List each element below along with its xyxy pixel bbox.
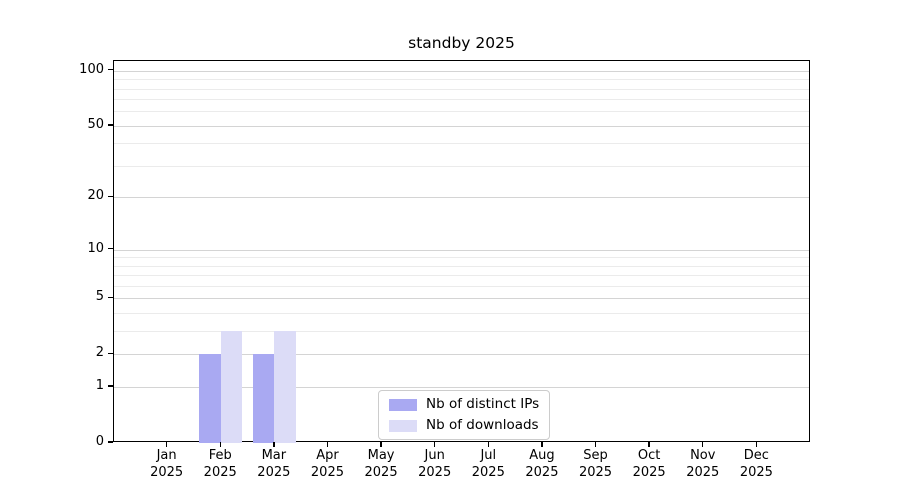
x-tick-mark [380, 442, 382, 447]
gridline-minor [114, 286, 809, 288]
x-tick-mark [755, 442, 758, 447]
gridline-minor [114, 275, 809, 277]
y-tick-mark [108, 195, 113, 198]
x-tick-mark [326, 442, 329, 447]
y-tick-mark [108, 385, 113, 387]
x-tick-mark [219, 442, 221, 447]
x-tick-label: Feb 2025 [203, 448, 237, 480]
gridline-minor [114, 331, 809, 333]
legend-swatch-downloads [389, 419, 417, 432]
y-tick-label: 1 [95, 378, 104, 394]
bar-downloads [274, 331, 296, 443]
legend: Nb of distinct IPs Nb of downloads [378, 390, 551, 440]
legend-item-distinct-ips: Nb of distinct IPs [389, 396, 539, 413]
y-tick-label: 100 [79, 61, 104, 77]
x-tick-label: Mar 2025 [257, 448, 291, 480]
bar-downloads [220, 331, 243, 443]
x-tick-mark [433, 442, 436, 447]
y-tick-mark [108, 352, 113, 355]
x-tick-label: Apr 2025 [310, 448, 344, 480]
y-tick-mark [108, 296, 113, 299]
gridline-major [114, 70, 809, 72]
x-tick-label: Sep 2025 [578, 448, 613, 480]
x-tick-label: Jul 2025 [471, 448, 505, 480]
y-tick-mark [108, 69, 113, 71]
gridline-minor [114, 88, 809, 90]
y-tick-label: 2 [95, 345, 104, 361]
x-tick-mark [594, 442, 597, 447]
y-tick-mark [108, 441, 113, 443]
gridline-major [114, 125, 809, 127]
gridline-major [114, 387, 809, 389]
y-tick-label: 50 [87, 116, 104, 132]
gridline-major [114, 354, 809, 356]
y-tick-label: 10 [87, 240, 104, 256]
bar-distinct-ips [252, 354, 275, 443]
y-tick-label: 20 [87, 188, 104, 204]
y-tick-mark [108, 124, 113, 126]
x-tick-mark [487, 442, 489, 447]
gridline-major [114, 249, 809, 251]
x-tick-mark [273, 442, 275, 447]
x-tick-mark [541, 442, 543, 447]
x-tick-mark [165, 442, 168, 447]
x-tick-label: Aug 2025 [525, 448, 559, 480]
legend-swatch-distinct-ips [389, 398, 417, 411]
gridline-minor [114, 111, 809, 113]
gridline-minor [114, 265, 809, 267]
x-tick-label: Jun 2025 [418, 448, 452, 480]
x-tick-label: Oct 2025 [632, 448, 666, 480]
gridline-minor [114, 257, 809, 259]
gridline-minor [114, 313, 809, 315]
gridline-minor [114, 143, 809, 145]
x-tick-mark [648, 442, 650, 447]
x-tick-mark [702, 442, 704, 447]
y-tick-mark [108, 247, 113, 250]
legend-label-distinct-ips: Nb of distinct IPs [426, 396, 540, 412]
x-tick-label: Jan 2025 [150, 448, 184, 480]
y-tick-label: 0 [95, 434, 104, 449]
gridline-minor [114, 99, 809, 101]
gridline-minor [114, 166, 809, 168]
legend-item-downloads: Nb of downloads [389, 417, 539, 434]
x-tick-label: Dec 2025 [739, 448, 773, 480]
chart-title: standby 2025 [408, 34, 515, 52]
gridline-minor [114, 79, 809, 81]
plot-area [113, 60, 810, 443]
bar-distinct-ips [199, 354, 221, 443]
gridline-major [114, 298, 809, 300]
x-tick-label: Nov 2025 [686, 448, 720, 480]
x-tick-label: May 2025 [364, 448, 398, 480]
y-tick-label: 5 [95, 289, 104, 305]
gridline-major [114, 197, 809, 199]
legend-label-downloads: Nb of downloads [426, 417, 539, 433]
